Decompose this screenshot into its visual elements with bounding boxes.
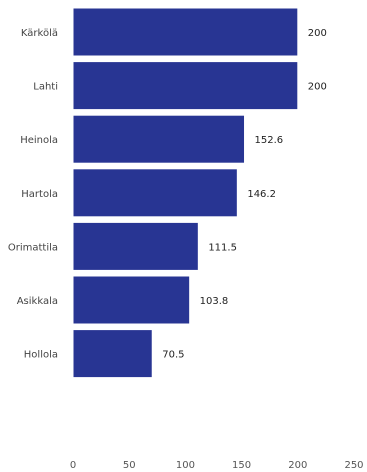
x-tick-label: 250 [344, 460, 363, 471]
category-label-asikkala: Asikkala [17, 296, 58, 307]
value-label-asikkala: 103.8 [200, 296, 229, 307]
x-tick-label: 0 [70, 460, 76, 471]
value-labels: 200 200 152.6 146.2 111.5 103.8 70.5 [162, 28, 327, 361]
bar-hartola [72, 168, 238, 218]
value-label-lahti: 200 [308, 82, 327, 93]
category-label-orimattila: Orimattila [8, 242, 58, 253]
value-label-orimattila: 111.5 [208, 242, 237, 253]
value-label-heinola: 152.6 [255, 135, 284, 146]
category-label-karkola: Kärkölä [21, 28, 58, 39]
category-label-lahti: Lahti [33, 82, 58, 93]
category-label-hollola: Hollola [24, 350, 58, 361]
x-tick-label: 150 [232, 460, 251, 471]
value-label-hartola: 146.2 [247, 189, 276, 200]
bar-hollola [72, 329, 153, 379]
x-tick-label: 100 [176, 460, 195, 471]
bar-asikkala [72, 275, 191, 325]
bar-karkola [72, 7, 299, 57]
category-labels: Kärkölä Lahti Heinola Hartola Orimattila Asik… [8, 28, 58, 361]
x-tick-label: 200 [288, 460, 307, 471]
category-label-heinola: Heinola [20, 135, 58, 146]
bars-group [72, 7, 299, 379]
value-label-karkola: 200 [308, 28, 327, 39]
category-label-hartola: Hartola [21, 189, 58, 200]
x-tick-label: 50 [123, 460, 136, 471]
bar-heinola [72, 114, 246, 164]
value-label-hollola: 70.5 [162, 350, 184, 361]
bar-lahti [72, 61, 299, 111]
x-axis-ticks: 0 50 100 150 200 250 [70, 460, 364, 471]
bar-orimattila [72, 221, 199, 271]
